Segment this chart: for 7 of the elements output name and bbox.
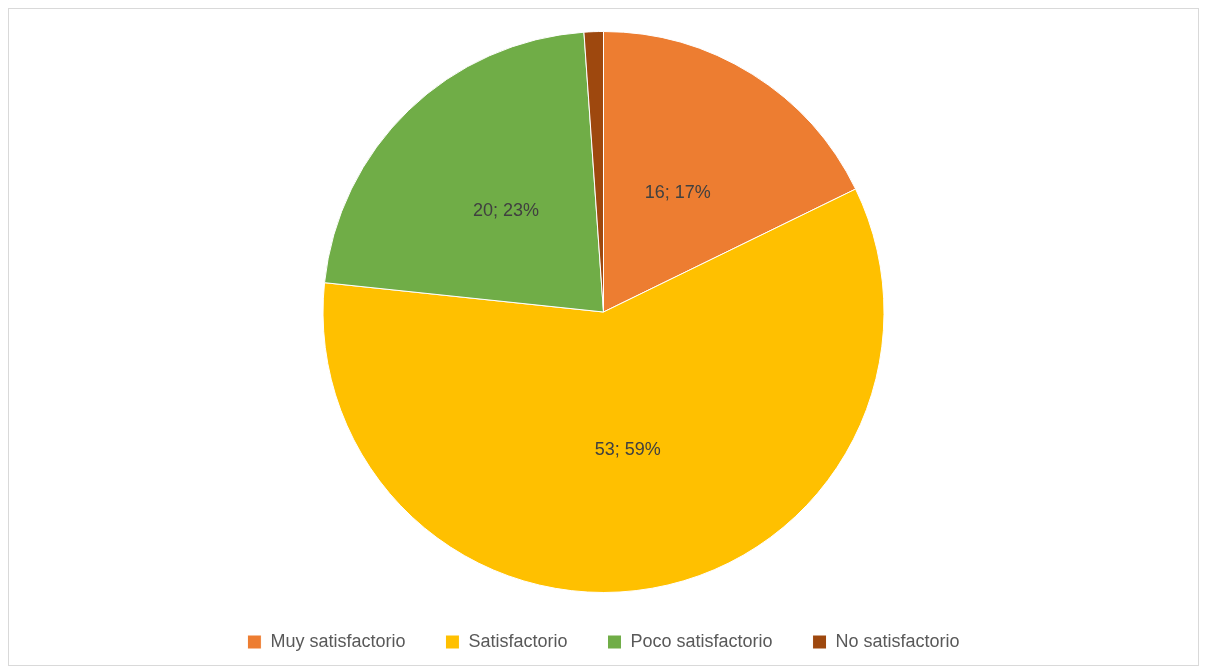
legend-label: Muy satisfactorio (270, 630, 406, 651)
data-label: 20; 23% (473, 200, 540, 221)
legend-label: No satisfactorio (835, 630, 960, 651)
legend-label: Satisfactorio (468, 630, 568, 651)
data-label: 53; 59% (594, 439, 661, 460)
data-label: 16; 17% (644, 182, 711, 203)
legend-label: Poco satisfactorio (630, 630, 773, 651)
